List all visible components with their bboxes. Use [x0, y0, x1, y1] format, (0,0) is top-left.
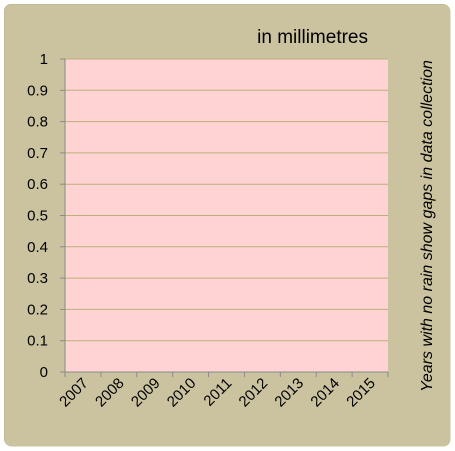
unit-label: in millimetres	[257, 27, 368, 48]
y-tick-label: 0.9	[27, 82, 48, 99]
y-axis-tick-labels: 0 0.1 0.2 0.3 0.4 0.5 0.6 0.7 0.8 0.9 1	[27, 51, 48, 381]
y-tick-label: 0.1	[27, 333, 48, 350]
y-tick-label: 0.4	[27, 239, 48, 256]
y-tick-label: 0.2	[27, 301, 48, 318]
y-tick-label: 1	[40, 51, 48, 68]
y-tick-label: 0.5	[27, 208, 48, 225]
gridlines	[65, 58, 388, 342]
y-tick-label: 0.8	[27, 114, 48, 131]
y-tick-label: 0	[40, 364, 48, 381]
axes	[60, 58, 389, 377]
side-note: Years with no rain show gaps in data col…	[419, 60, 436, 392]
y-tick-label: 0.6	[27, 176, 48, 193]
y-tick-label: 0.7	[27, 145, 48, 162]
y-tick-label: 0.3	[27, 270, 48, 287]
